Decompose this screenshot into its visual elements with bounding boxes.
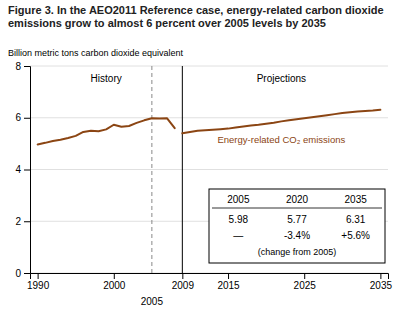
title-line: Figure 3. In the AEO2011 Reference case,…: [8, 4, 384, 16]
tick-mark: [114, 273, 115, 279]
y-axis: 0 2 4 6 8: [15, 61, 30, 279]
table-value: 5.98: [229, 214, 249, 225]
tick-label: 4: [15, 164, 21, 175]
tick: 8: [15, 61, 30, 72]
tick-mark: [228, 273, 229, 279]
tick-mark: [24, 118, 30, 119]
tick: 2035: [370, 273, 393, 291]
table-change: -3.4%: [284, 230, 310, 241]
tick: 2015: [217, 273, 240, 291]
tick-mark: [24, 170, 30, 171]
table-rule: [212, 208, 382, 209]
tick-mark: [38, 273, 39, 279]
table-header: 2035: [345, 194, 368, 205]
tick: 2025: [294, 273, 317, 291]
tick: 0: [15, 268, 30, 279]
tick-label: 2025: [294, 280, 317, 291]
grid: [30, 66, 388, 273]
tick-mark: [304, 273, 305, 279]
vertical-line-label: 2005: [141, 296, 164, 307]
table-header: 2005: [227, 194, 250, 205]
plot: 1990 2000 2009 2015 2025 2035 0 2 4 6 8 2005 History…: [15, 61, 392, 307]
tick-label: 2035: [370, 280, 393, 291]
tick-label: 2000: [103, 280, 126, 291]
tick-label: 2015: [217, 280, 240, 291]
vertical-line: [182, 66, 183, 273]
table-value: 5.77: [287, 214, 307, 225]
series-line: [38, 118, 175, 144]
tick-label: 2009: [172, 280, 195, 291]
chart: Figure 3. In the AEO2011 Reference case,…: [0, 0, 400, 311]
tick-label: 1990: [27, 280, 50, 291]
table-note: (change from 2005): [258, 247, 337, 257]
grid-line: [30, 169, 388, 170]
table-header: 2020: [286, 194, 309, 205]
axis-line: [24, 67, 31, 274]
table-change: —: [233, 230, 243, 241]
tick: 2000: [103, 273, 126, 291]
grid-line: [30, 117, 388, 118]
table: 2005 2020 2035 5.98 5.77 6.31 — -3.4% +5.6% (chan…: [209, 189, 385, 263]
vertical-line: [151, 66, 152, 273]
tick-mark: [24, 66, 30, 67]
region-label: History: [91, 73, 122, 84]
x-axis: 1990 2000 2009 2015 2025 2035: [27, 273, 392, 291]
tick-mark: [24, 273, 30, 274]
tick-mark: [24, 221, 30, 222]
tick-label: 6: [15, 112, 21, 123]
region-label: Projections: [257, 73, 306, 84]
tick-label: 8: [15, 61, 21, 72]
tick-mark: [380, 273, 381, 279]
tick: 2009: [172, 273, 195, 291]
table-change: +5.6%: [341, 230, 370, 241]
line-label: Energy-related CO₂ emissions: [217, 134, 345, 145]
grid-line: [30, 66, 388, 67]
axis-line: [31, 274, 389, 280]
table-box: [209, 189, 385, 263]
title: Figure 3. In the AEO2011 Reference case,…: [8, 4, 384, 29]
y-label: Billion metric tons carbon dioxide equiv…: [8, 48, 184, 58]
tick: 2: [15, 216, 30, 227]
table-value: 6.31: [346, 214, 366, 225]
tick-label: 0: [15, 268, 21, 279]
series-line: [182, 110, 380, 134]
title-line: emissions grow to almost 6 percent over …: [8, 17, 326, 29]
tick-mark: [182, 273, 183, 279]
tick: 1990: [27, 273, 50, 291]
tick: 4: [15, 164, 30, 175]
tick: 6: [15, 112, 30, 123]
tick-label: 2: [15, 216, 21, 227]
